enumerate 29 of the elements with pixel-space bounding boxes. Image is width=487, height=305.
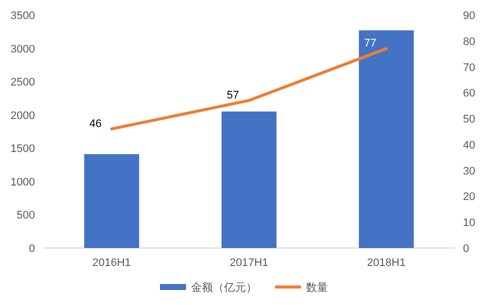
y-tick-label: 3000 (10, 43, 35, 56)
y-tick-label: 2500 (10, 76, 35, 89)
y-tick-label: 3500 (10, 10, 35, 22)
x-tick-label: 2018H1 (367, 257, 406, 269)
y-tick-label: 1500 (10, 143, 35, 156)
y2-tick-label: 50 (463, 114, 476, 126)
y2-tick-label: 30 (463, 165, 476, 178)
y-tick-label: 2000 (10, 110, 35, 122)
bar (84, 154, 140, 248)
y2-tick-label: 10 (463, 217, 476, 230)
y2-tick-label: 20 (463, 191, 476, 204)
y2-tick-label: 70 (463, 62, 476, 74)
x-tick-label: 2016H1 (92, 257, 131, 269)
y2-tick-label: 80 (463, 36, 476, 48)
legend-label: 数量 (306, 282, 328, 294)
y2-tick-label: 0 (463, 243, 470, 255)
legend-label: 金额（亿元） (191, 281, 257, 294)
y2-tick-label: 40 (463, 139, 476, 152)
bar (358, 30, 414, 248)
data-label: 57 (226, 89, 239, 102)
y2-tick-label: 60 (463, 88, 476, 100)
y-tick-label: 500 (16, 210, 35, 222)
data-label: 46 (89, 118, 102, 130)
bar (222, 112, 276, 248)
y-tick-label: 1000 (10, 176, 35, 188)
y2-tick-label: 90 (463, 10, 476, 22)
data-label: 77 (364, 38, 376, 50)
y-tick-label: 0 (28, 243, 35, 255)
x-tick-label: 2017H1 (230, 257, 268, 269)
